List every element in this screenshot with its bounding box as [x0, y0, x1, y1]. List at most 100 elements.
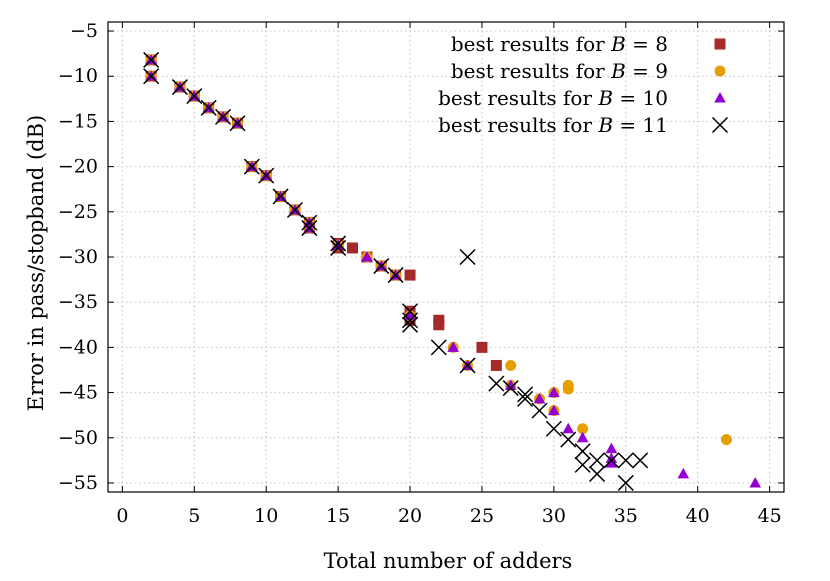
- grid: [108, 22, 784, 492]
- legend-prefix: best results for: [451, 32, 611, 56]
- cross-stroke: [215, 108, 232, 125]
- data-point: [361, 251, 373, 262]
- cross-stroke: [186, 88, 203, 105]
- y-tick-label: −30: [58, 246, 98, 268]
- x-tick-label: 0: [116, 505, 128, 527]
- data-points: [143, 51, 762, 491]
- data-point: [548, 386, 560, 398]
- data-point: [402, 316, 419, 333]
- axes: 0 5 10 15 20 25 30 35 40 45 −5 −10 −15 −20 −25 −30 −35 −4…: [58, 20, 785, 527]
- y-axis-title: Error in pass/stopband (dB): [24, 115, 48, 411]
- data-point: [531, 402, 548, 419]
- cross-stroke: [574, 456, 591, 473]
- data-point: [143, 51, 160, 68]
- y-tick-label: −15: [58, 110, 98, 132]
- x-tick-label: 25: [470, 505, 494, 527]
- x-tick-label: 30: [542, 505, 566, 527]
- legend-value: = 8: [626, 32, 668, 56]
- data-point: [373, 258, 390, 275]
- y-tick-label: −50: [58, 427, 98, 449]
- cross-stroke: [171, 79, 188, 96]
- legend-marker: [714, 65, 726, 77]
- y-tick-label: −45: [58, 382, 98, 404]
- legend-var: B: [610, 59, 626, 83]
- data-point: [488, 375, 505, 392]
- legend-marker: [711, 116, 729, 134]
- data-point: [504, 379, 517, 390]
- data-point: [533, 392, 546, 404]
- data-point: [476, 341, 488, 353]
- data-point: [229, 115, 246, 132]
- cross-stroke: [574, 443, 591, 460]
- legend-label: best results for B = 11: [438, 113, 668, 137]
- cross-stroke: [301, 214, 318, 231]
- x-tick-label: 40: [686, 505, 710, 527]
- cross-stroke: [387, 267, 404, 284]
- data-point: [200, 99, 217, 116]
- data-point: [617, 474, 634, 491]
- data-point: [560, 431, 577, 448]
- data-point: [548, 404, 560, 416]
- cross-stroke: [301, 220, 318, 237]
- cross-stroke: [632, 452, 649, 469]
- cross-stroke: [502, 380, 519, 397]
- data-point: [576, 431, 589, 443]
- data-point: [430, 339, 447, 356]
- data-point: [387, 267, 404, 284]
- data-point: [301, 214, 318, 231]
- cross-stroke: [603, 452, 620, 469]
- legend-label: best results for B = 8: [451, 32, 668, 56]
- data-point: [632, 452, 649, 469]
- legend-label: best results for B = 10: [438, 86, 668, 110]
- data-point: [677, 467, 690, 479]
- data-point: [517, 386, 534, 403]
- cross-stroke: [588, 465, 606, 482]
- data-point: [517, 390, 534, 407]
- data-point: [502, 380, 519, 397]
- cross-stroke: [517, 386, 534, 403]
- data-point: [272, 188, 289, 205]
- data-point: [404, 269, 416, 281]
- x-axis-title: Total number of adders: [324, 549, 573, 573]
- y-tick-label: −5: [70, 20, 98, 42]
- cross-stroke: [545, 420, 562, 437]
- cross-stroke: [330, 239, 347, 256]
- legend-prefix: best results for: [438, 86, 598, 110]
- cross-stroke: [588, 452, 606, 469]
- x-tick-label: 15: [326, 505, 350, 527]
- series-b11: [143, 51, 649, 491]
- legend-label: best results for B = 9: [451, 59, 668, 83]
- data-point: [603, 452, 620, 469]
- data-point: [574, 443, 591, 460]
- data-point: [215, 108, 232, 125]
- data-point: [459, 248, 476, 266]
- legend-var: B: [597, 113, 613, 137]
- x-tick-label: 35: [614, 505, 638, 527]
- y-tick-label: −55: [58, 472, 98, 494]
- legend-var: B: [610, 32, 626, 56]
- data-point: [505, 359, 517, 371]
- y-tick-label: −20: [58, 156, 98, 178]
- cross-stroke: [229, 115, 246, 132]
- legend-marker: [714, 38, 726, 50]
- data-point: [720, 434, 732, 446]
- legend-value: = 10: [613, 86, 668, 110]
- data-point: [347, 242, 359, 254]
- data-point: [562, 383, 574, 395]
- cross-stroke: [200, 99, 217, 116]
- data-point: [490, 359, 502, 371]
- legend-prefix: best results for: [438, 113, 598, 137]
- cross-stroke: [517, 390, 534, 407]
- data-point: [186, 88, 203, 105]
- data-point: [286, 201, 304, 219]
- data-point: [574, 456, 591, 473]
- legend-value: = 11: [613, 113, 668, 137]
- data-point: [258, 167, 275, 184]
- legend-marker: [714, 92, 726, 103]
- data-point: [402, 312, 419, 329]
- legend-var: B: [597, 86, 613, 110]
- cross-stroke: [402, 316, 419, 333]
- data-point: [588, 452, 606, 469]
